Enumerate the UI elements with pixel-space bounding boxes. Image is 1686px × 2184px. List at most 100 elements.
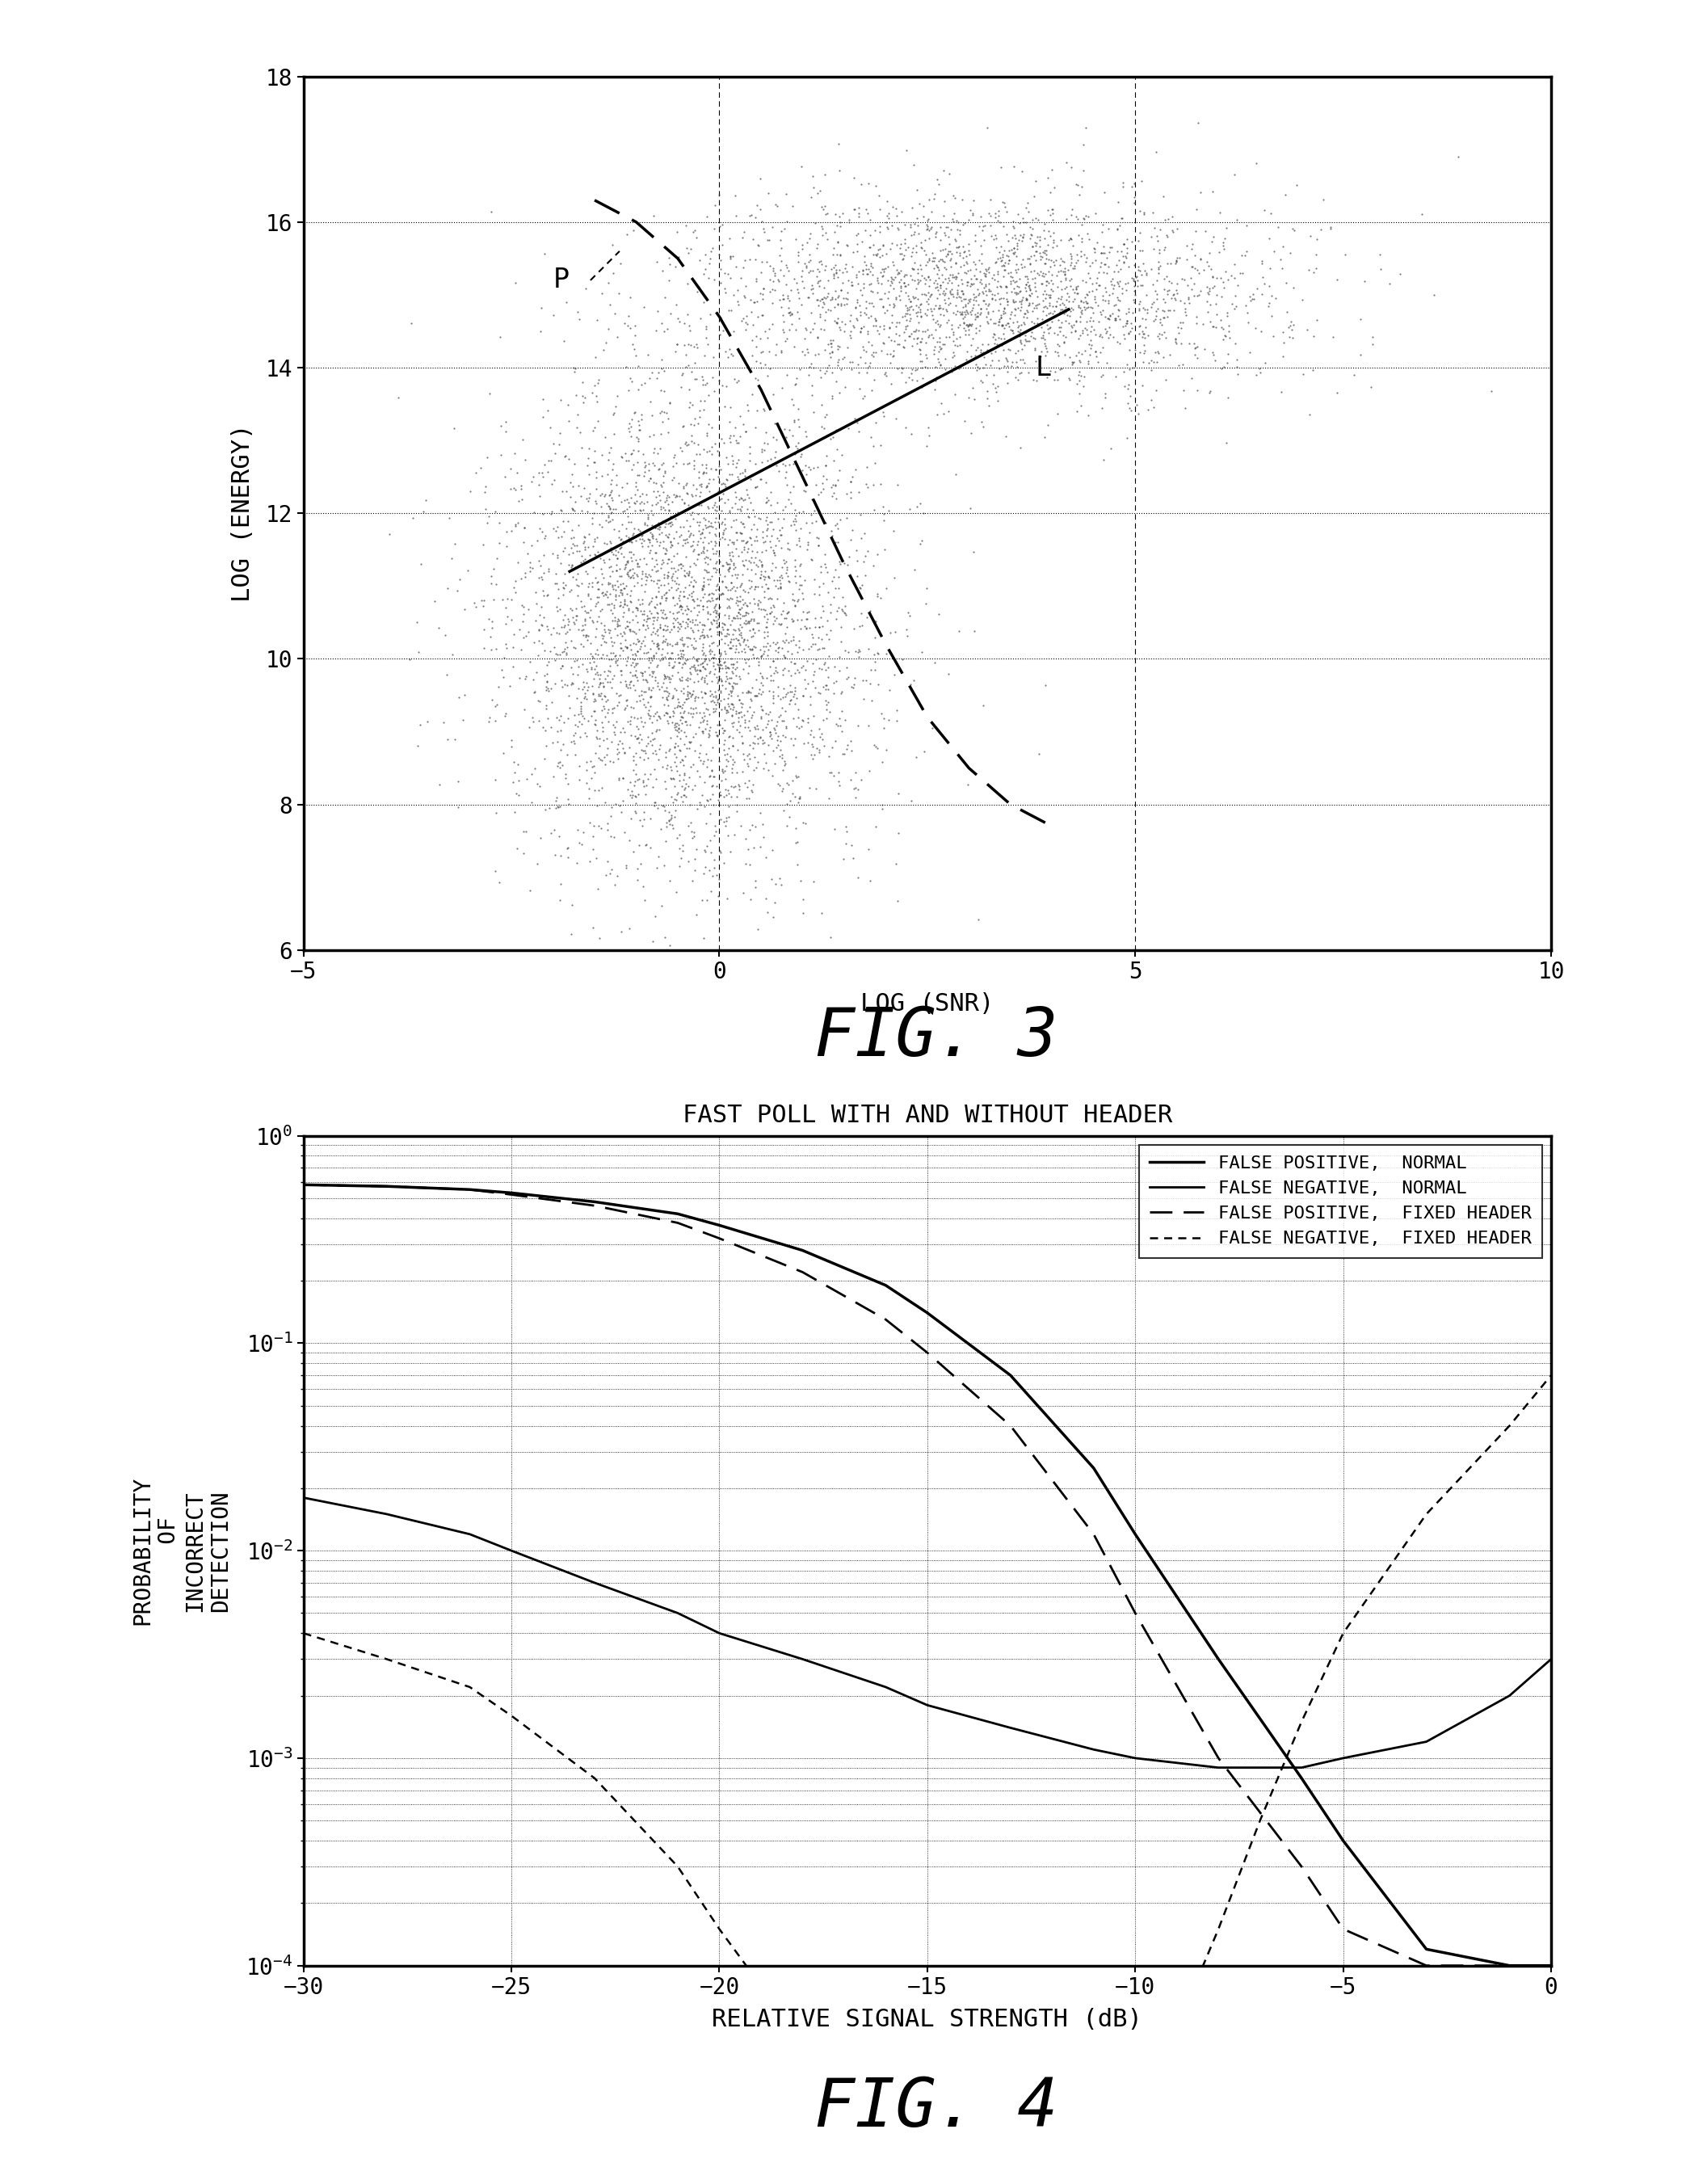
Point [991,310,1018,345]
Point [1270,325,1297,360]
Point [1062,271,1089,306]
Point [998,312,1025,347]
Point [740,507,767,542]
Point [991,295,1018,330]
Point [942,262,969,297]
Point [722,480,749,515]
Point [588,771,615,806]
Point [772,616,799,651]
Point [919,321,946,356]
Point [914,275,941,310]
Point [718,570,745,605]
Point [902,280,929,314]
Point [541,629,568,664]
Point [811,188,838,223]
Point [732,269,759,304]
Point [774,277,801,312]
Point [1145,336,1172,371]
Point [674,675,701,710]
Point [710,513,737,548]
Point [636,670,663,705]
Point [1131,334,1158,369]
Point [718,566,745,601]
Point [497,581,524,616]
Point [995,284,1022,319]
Point [654,400,681,435]
Point [862,446,889,480]
Point [551,323,578,358]
Point [659,561,686,596]
Point [954,380,981,415]
Point [723,570,750,605]
Point [1055,223,1082,258]
Point [531,633,558,668]
Point [713,778,740,812]
Point [659,705,686,740]
Point [968,334,995,369]
Point [691,832,718,867]
Point [659,810,686,845]
Point [760,439,787,474]
Point [671,557,698,592]
Point [814,293,841,328]
Point [462,590,489,625]
Point [787,651,814,686]
Point [718,603,745,638]
Point [870,288,897,323]
Point [958,308,985,343]
Point [1103,280,1130,314]
Point [894,301,921,336]
Point [1072,284,1099,319]
Point [631,653,658,688]
Point [499,764,526,799]
Point [750,981,777,1016]
Point [1109,227,1136,262]
Point [656,614,683,649]
Point [887,282,914,317]
Point [705,596,732,631]
Point [619,365,646,400]
Point [755,561,782,596]
Point [624,863,651,898]
Point [991,249,1018,284]
Point [867,467,894,502]
Point [1032,668,1059,703]
Point [614,491,641,526]
Point [764,581,791,616]
Point [1072,304,1099,339]
Point [776,483,803,518]
Point [1000,210,1027,245]
Point [754,507,781,542]
Point [676,312,703,347]
Point [728,304,755,339]
Point [550,747,577,782]
Point [1249,245,1276,280]
Point [671,778,698,812]
Point [614,518,641,553]
Point [620,719,647,753]
Point [910,349,937,384]
Point [534,649,561,684]
Point [1030,419,1057,454]
Point [1126,290,1153,325]
Point [754,443,781,478]
Point [703,489,730,524]
Point [700,461,727,496]
Point [627,655,654,690]
Point [658,636,685,670]
Point [745,673,772,708]
Point [550,705,577,740]
Point [789,882,816,917]
Point [738,631,765,666]
Point [855,533,882,568]
Point [715,788,742,823]
Point [597,489,624,524]
Point [755,581,782,616]
Point [846,297,873,332]
Point [1071,201,1098,236]
Point [668,609,695,644]
Point [818,282,845,317]
Point [744,570,771,605]
Point [1062,199,1089,234]
Point [600,395,627,430]
